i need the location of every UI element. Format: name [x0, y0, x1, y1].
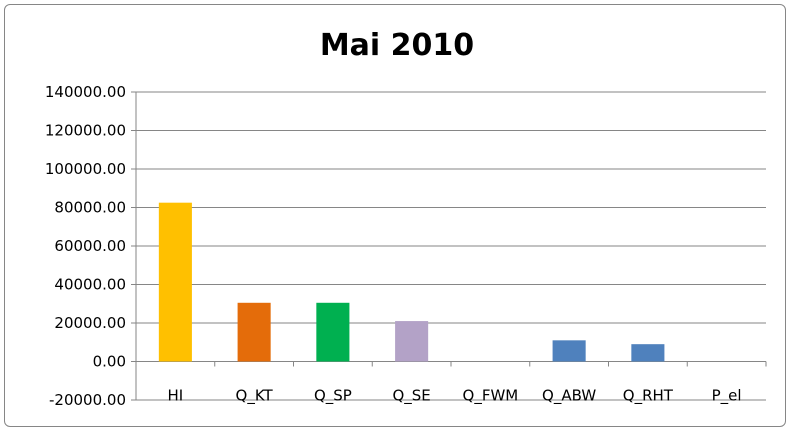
x-tick-label: Q_SE [392, 387, 430, 406]
y-tick-label: 0.00 [93, 353, 126, 371]
y-tick-label: -20000.00 [49, 391, 126, 409]
bar-q-sp [316, 302, 350, 362]
y-tick-label: 40000.00 [54, 276, 126, 294]
x-tick-label: Q_ABW [542, 387, 596, 406]
x-tick-labels: HI Q_KT Q_SP Q_SE Q_FWM Q_ABW Q_RHT P_el [168, 387, 742, 406]
chart-title: Mai 2010 [320, 28, 474, 63]
x-tick-label: P_el [712, 387, 742, 406]
x-tick-label: Q_RHT [623, 387, 674, 406]
bar-hi [158, 202, 192, 362]
x-tick-label: Q_FWM [463, 387, 519, 406]
bar-q-se [395, 321, 429, 362]
bar-q-kt [237, 302, 271, 362]
y-tick-label: 100000.00 [45, 160, 126, 178]
x-tick-label: Q_SP [314, 387, 352, 406]
y-tick-label: 60000.00 [54, 237, 126, 255]
y-tick-labels: 140000.00 120000.00 100000.00 80000.00 60000… [45, 83, 126, 409]
y-tick-label: 120000.00 [45, 122, 126, 140]
x-tick-label: HI [168, 387, 184, 405]
x-tick-label: Q_KT [236, 387, 274, 406]
gridlines [131, 91, 766, 401]
y-tick-label: 80000.00 [54, 199, 126, 217]
bar-q-abw [552, 340, 586, 362]
y-tick-label: 140000.00 [45, 83, 126, 101]
bars [158, 202, 665, 362]
y-tick-label: 20000.00 [54, 314, 126, 332]
bar-q-rht [631, 344, 665, 362]
